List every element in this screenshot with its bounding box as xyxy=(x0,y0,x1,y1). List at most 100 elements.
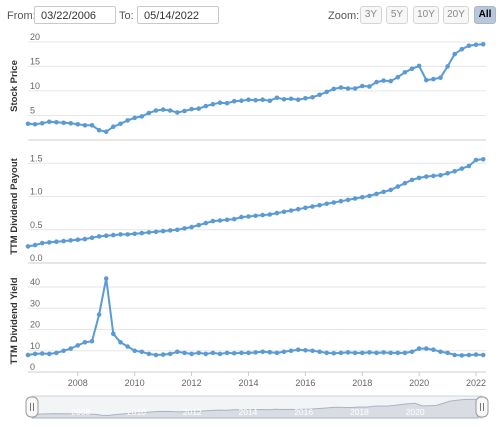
stock-price-point[interactable] xyxy=(160,107,166,112)
ttm-dividend-payout-point[interactable] xyxy=(438,173,443,178)
to-date-input[interactable]: 05/14/2022 xyxy=(137,6,219,24)
ttm-dividend-yield-point[interactable] xyxy=(424,346,429,351)
ttm-dividend-yield-point[interactable] xyxy=(274,350,280,356)
ttm-dividend-yield-point[interactable] xyxy=(54,350,59,356)
ttm-dividend-payout-point[interactable] xyxy=(47,240,52,245)
stock-price-point[interactable] xyxy=(409,66,415,72)
ttm-dividend-yield-point[interactable] xyxy=(210,350,216,356)
stock-price-point[interactable] xyxy=(82,123,88,128)
ttm-dividend-yield-point[interactable] xyxy=(303,348,308,353)
ttm-dividend-yield-point[interactable] xyxy=(132,348,137,354)
ttm-dividend-payout-point[interactable] xyxy=(253,213,258,219)
ttm-dividend-payout-point[interactable] xyxy=(367,193,372,199)
ttm-dividend-yield-point[interactable] xyxy=(89,338,95,344)
stock-price-point[interactable] xyxy=(267,98,273,103)
ttm-dividend-yield-point[interactable] xyxy=(331,351,337,356)
ttm-dividend-yield-point[interactable] xyxy=(267,349,273,355)
stock-price-point[interactable] xyxy=(32,122,38,127)
ttm-dividend-yield-point[interactable] xyxy=(146,351,152,357)
ttm-dividend-payout-point[interactable] xyxy=(217,218,223,223)
ttm-dividend-yield-point[interactable] xyxy=(182,350,187,356)
ttm-dividend-yield-point[interactable] xyxy=(416,346,422,351)
ttm-dividend-payout-point[interactable] xyxy=(317,202,322,208)
stock-price-point[interactable] xyxy=(338,85,344,90)
ttm-dividend-yield-point[interactable] xyxy=(431,347,436,353)
ttm-dividend-yield-point[interactable] xyxy=(96,312,102,317)
ttm-dividend-payout-point[interactable] xyxy=(68,238,73,243)
ttm-dividend-payout-point[interactable] xyxy=(480,157,486,162)
ttm-dividend-payout-point[interactable] xyxy=(246,214,251,219)
stock-price-point[interactable] xyxy=(224,100,230,106)
ttm-dividend-payout-point[interactable] xyxy=(153,229,159,235)
stock-price-point[interactable] xyxy=(39,121,45,126)
ttm-dividend-payout-point[interactable] xyxy=(267,212,273,217)
ttm-dividend-payout-point[interactable] xyxy=(61,238,66,244)
ttm-dividend-yield-point[interactable] xyxy=(402,350,408,356)
ttm-dividend-yield-point[interactable] xyxy=(111,331,116,337)
stock-price-point[interactable] xyxy=(480,42,486,47)
stock-price-point[interactable] xyxy=(310,95,315,100)
stock-price-point[interactable] xyxy=(231,98,237,104)
ttm-dividend-yield-point[interactable] xyxy=(338,350,344,356)
ttm-dividend-payout-point[interactable] xyxy=(424,174,429,179)
stock-price-point[interactable] xyxy=(452,51,458,57)
ttm-dividend-yield-point[interactable] xyxy=(25,352,31,358)
ttm-dividend-yield-point[interactable] xyxy=(160,352,166,357)
ttm-dividend-yield-point[interactable] xyxy=(310,348,315,354)
stock-price-point[interactable] xyxy=(132,115,137,121)
ttm-dividend-yield-point[interactable] xyxy=(367,350,372,355)
ttm-dividend-yield-point[interactable] xyxy=(153,352,159,358)
stock-price-point[interactable] xyxy=(253,97,258,103)
ttm-dividend-payout-point[interactable] xyxy=(345,197,351,203)
ttm-dividend-payout-point[interactable] xyxy=(139,230,145,236)
stock-price-point[interactable] xyxy=(189,106,194,112)
ttm-dividend-payout-point[interactable] xyxy=(132,231,137,237)
stock-price-point[interactable] xyxy=(182,108,187,114)
ttm-dividend-yield-point[interactable] xyxy=(381,350,386,355)
ttm-dividend-yield-point[interactable] xyxy=(459,353,465,358)
ttm-dividend-payout-point[interactable] xyxy=(54,239,59,244)
ttm-dividend-payout-point[interactable] xyxy=(360,194,365,200)
stock-price-point[interactable] xyxy=(118,121,123,127)
ttm-dividend-yield-point[interactable] xyxy=(295,347,301,353)
ttm-dividend-payout-point[interactable] xyxy=(338,198,344,204)
handle-body[interactable] xyxy=(25,396,39,418)
ttm-dividend-payout-point[interactable] xyxy=(196,222,201,228)
navigator[interactable]: 2008 2010 2012 2014 2016 2018 2020 xyxy=(25,395,489,419)
ttm-dividend-payout-point[interactable] xyxy=(402,180,408,186)
ttm-dividend-payout-point[interactable] xyxy=(409,177,415,183)
stock-price-point[interactable] xyxy=(61,120,66,126)
ttm-dividend-payout-point[interactable] xyxy=(167,228,173,233)
ttm-dividend-payout-point[interactable] xyxy=(331,200,337,205)
stock-price-point[interactable] xyxy=(139,114,145,119)
stock-price-point[interactable] xyxy=(295,97,301,102)
ttm-dividend-payout-point[interactable] xyxy=(374,191,379,197)
stock-price-point[interactable] xyxy=(111,124,116,129)
ttm-dividend-payout-point[interactable] xyxy=(274,210,280,216)
ttm-dividend-yield-point[interactable] xyxy=(39,351,45,356)
ttm-dividend-yield-point[interactable] xyxy=(167,351,173,357)
ttm-dividend-yield-point[interactable] xyxy=(374,350,379,356)
stock-price-point[interactable] xyxy=(303,96,308,101)
zoom-all-button[interactable]: All xyxy=(474,6,496,24)
ttm-dividend-payout-point[interactable] xyxy=(125,232,130,237)
stock-price-point[interactable] xyxy=(196,106,201,111)
ttm-dividend-payout-point[interactable] xyxy=(288,208,294,213)
ttm-dividend-yield-point[interactable] xyxy=(466,352,472,358)
ttm-dividend-yield-point[interactable] xyxy=(324,350,330,356)
stock-price-point[interactable] xyxy=(438,75,443,80)
ttm-dividend-yield-point[interactable] xyxy=(189,351,194,357)
ttm-dividend-payout-point[interactable] xyxy=(260,212,266,218)
stock-price-point[interactable] xyxy=(260,97,266,102)
stock-price-point[interactable] xyxy=(281,97,287,102)
ttm-dividend-yield-point[interactable] xyxy=(82,340,88,345)
navigator-right-handle[interactable] xyxy=(475,396,489,418)
ttm-dividend-yield-point[interactable] xyxy=(438,349,443,355)
ttm-dividend-payout-point[interactable] xyxy=(75,237,81,242)
ttm-dividend-yield-point[interactable] xyxy=(352,350,358,356)
ttm-dividend-payout-point[interactable] xyxy=(118,232,123,237)
ttm-dividend-yield-point[interactable] xyxy=(388,350,394,356)
ttm-dividend-payout-point[interactable] xyxy=(111,232,116,238)
stock-price-point[interactable] xyxy=(210,101,216,107)
stock-price-point[interactable] xyxy=(68,121,73,126)
